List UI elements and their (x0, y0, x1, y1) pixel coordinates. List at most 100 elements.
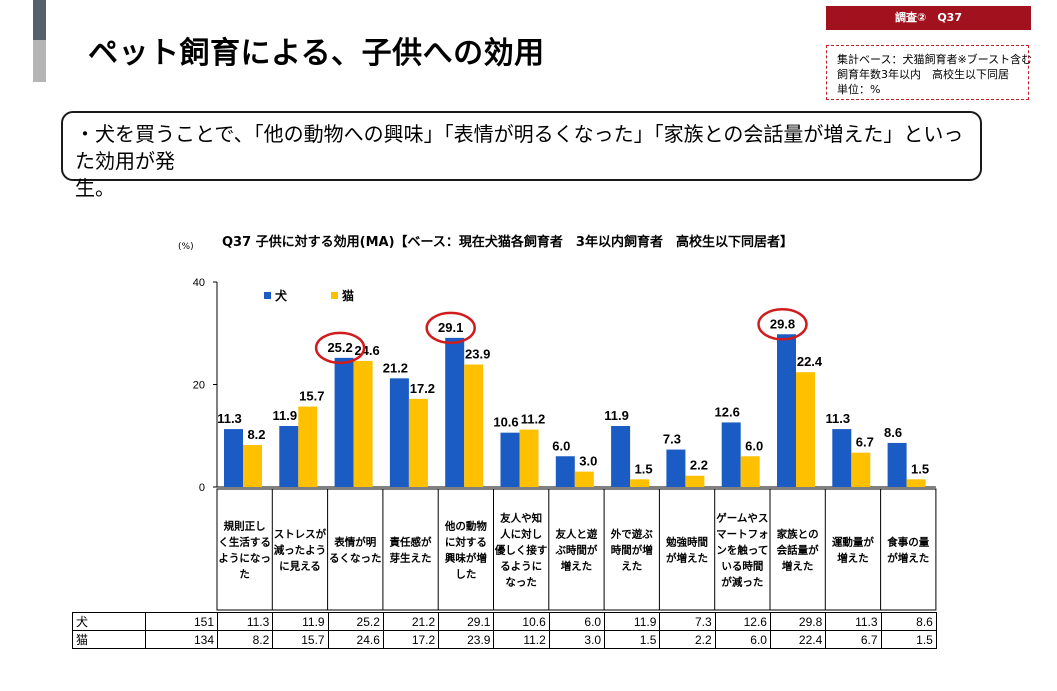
table-cell: 6.7 (825, 630, 882, 649)
y-tick-label: 0 (199, 482, 205, 494)
table-cell: 11.9 (272, 612, 329, 631)
data-label-dog: 7.3 (663, 432, 681, 447)
category-label: ようになっ (218, 553, 271, 565)
base-note-line: 単位：% (837, 83, 881, 96)
category-label: 食事の量 (886, 536, 929, 549)
category-label: した (455, 569, 476, 581)
category-label: ぶ時間が (554, 544, 597, 557)
legend-swatch (331, 292, 338, 299)
data-label-dog: 25.2 (327, 340, 352, 355)
category-label: 友人と遊 (554, 528, 597, 541)
accent-bar (33, 0, 46, 82)
bar-cat (519, 429, 539, 487)
bar-dog (777, 334, 796, 487)
category-label: に対する (445, 536, 487, 549)
category-label: 減ったよう (274, 544, 327, 557)
data-label-cat: 1.5 (635, 461, 653, 476)
table-cell: 11.9 (604, 612, 661, 631)
bar-dog (279, 426, 299, 487)
unit-label: (%) (178, 242, 194, 252)
category-label: が増えた (887, 552, 929, 565)
summary-line: 生。 (75, 176, 115, 200)
category-label: 興味が増 (445, 552, 487, 565)
data-label-dog: 11.3 (826, 411, 851, 426)
table-cell: 12.6 (714, 612, 771, 631)
bar-dog (721, 422, 741, 487)
table-cell: 7.3 (659, 612, 716, 631)
category-label: えた (621, 561, 642, 573)
category-label: 芽生えた (389, 552, 432, 565)
category-label: 増えた (782, 560, 814, 573)
category-label: マートフォ (716, 529, 769, 541)
data-label-cat: 1.5 (911, 461, 929, 476)
data-label-cat: 23.9 (465, 347, 490, 362)
bar-dog (500, 432, 520, 487)
legend-label: 犬 (275, 288, 288, 303)
category-label: 表情が明 (333, 536, 376, 549)
category-label: 外で遊ぶ (610, 528, 653, 541)
category-label: に見える (279, 561, 321, 573)
survey-badge: 調査② Q37 (826, 6, 1031, 30)
category-label: 他の動物 (444, 520, 487, 533)
bar-dog (887, 442, 907, 487)
table-cell: 猫 (72, 630, 146, 649)
accent-bar-top (33, 0, 46, 40)
base-note-box: 集計ベース：犬猫飼育者※ブースト含む 飼育年数3年以内 高校生以下同居 単位：% (826, 45, 1033, 100)
data-label-cat: 15.7 (299, 389, 324, 404)
data-label-cat: 8.2 (247, 427, 265, 442)
data-label-cat: 17.2 (410, 381, 435, 396)
data-label-dog: 29.1 (438, 320, 463, 335)
data-label-cat: 6.7 (856, 435, 874, 450)
y-tick-label: 20 (193, 380, 205, 392)
table-cell: 3.0 (548, 630, 606, 649)
table-cell: 17.2 (382, 630, 440, 649)
data-label-dog: 21.2 (383, 360, 408, 375)
data-label-cat: 3.0 (579, 454, 597, 469)
bar-dog (555, 456, 575, 487)
bar-cat (353, 360, 373, 487)
table-cell: 24.6 (327, 630, 384, 649)
category-label: 友人や知 (499, 512, 542, 525)
category-label: た (239, 569, 250, 581)
table-cell: 11.2 (493, 630, 550, 649)
table-cell: 29.1 (438, 612, 495, 631)
table-cell: 11.3 (825, 612, 882, 631)
category-label: 増えた (561, 560, 593, 573)
data-label-dog: 11.9 (273, 408, 298, 423)
category-label: るくなった (329, 553, 382, 565)
highlight-circle (314, 331, 366, 365)
category-label: なった (505, 577, 537, 589)
table-cell: 151 (145, 612, 218, 631)
table-cell: 29.8 (769, 612, 827, 631)
page-title: ペット飼育による、子供への効用 (88, 36, 545, 71)
data-label-cat: 22.4 (797, 354, 823, 369)
category-label: 人に対し (500, 528, 542, 541)
table-cell: 1.5 (604, 630, 661, 649)
bar-dog (611, 426, 631, 487)
bar-cat (408, 398, 428, 487)
bar-dog (334, 357, 354, 487)
table-cell: 25.2 (327, 612, 384, 631)
table-cell: 8.2 (216, 630, 274, 649)
bar-dog (224, 429, 243, 487)
summary-line: ・犬を買うことで、「他の動物への興味」「表情が明るくなった」「家族との会話量が増… (75, 122, 964, 173)
base-note-line: 集計ベース：犬猫飼育者※ブースト含む (837, 53, 1033, 66)
y-tick-label: 40 (193, 277, 205, 289)
table-cell: 犬 (72, 612, 146, 631)
table-cell: 22.4 (769, 630, 827, 649)
category-label: るように (500, 561, 542, 573)
summary-box: ・犬を買うことで、「他の動物への興味」「表情が明るくなった」「家族との会話量が増… (61, 111, 982, 200)
category-label: が増えた (666, 552, 708, 565)
table-cell: 1.5 (880, 630, 937, 649)
bar-cat (906, 479, 926, 487)
table-cell: 10.6 (493, 612, 550, 631)
data-table: 犬 151 11.3 11.9 25.2 21.2 29.1 10.6 6.0 11.9 7.3 12… (72, 612, 937, 649)
bar-dog (666, 449, 686, 487)
category-label: が減った (721, 576, 763, 589)
category-label: 規則正し (224, 520, 266, 533)
category-label: ストレスが (274, 528, 327, 541)
category-label-box (216, 488, 937, 611)
legend-label: 猫 (342, 288, 354, 303)
category-label: 勉強時間 (665, 536, 708, 549)
bar-cat (796, 372, 815, 487)
